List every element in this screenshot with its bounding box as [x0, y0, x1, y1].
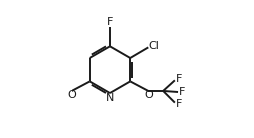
Text: F: F	[176, 74, 182, 84]
Text: F: F	[107, 17, 113, 27]
Text: Cl: Cl	[149, 41, 160, 51]
Text: O: O	[144, 90, 153, 100]
Text: F: F	[179, 87, 185, 97]
Text: F: F	[176, 99, 182, 109]
Text: N: N	[106, 93, 114, 103]
Text: O: O	[67, 90, 76, 100]
